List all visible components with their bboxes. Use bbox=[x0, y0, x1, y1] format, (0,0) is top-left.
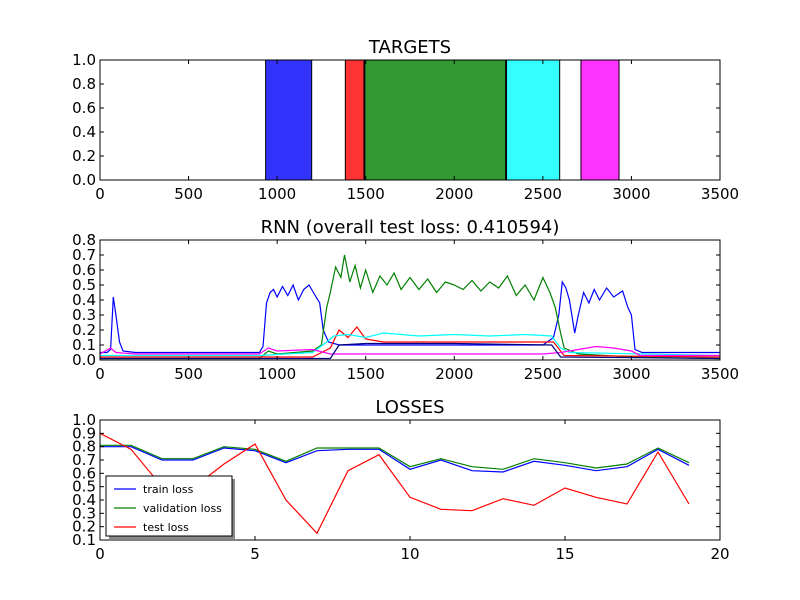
losses-ticks: 0 5 10 15 20 0.10.20.30.40.50.60.70.80.91.0 bbox=[72, 411, 729, 563]
rnn-xtick-label: 500 bbox=[174, 365, 203, 383]
targets-ticks: 0 500 1000 1500 2000 2500 3000 3500 0.0 0.2 0.4 0.6… bbox=[72, 51, 739, 203]
losses-xtick-label: 0 bbox=[95, 545, 105, 563]
legend-label: train loss bbox=[143, 483, 194, 496]
targets-ytick-label: 0.4 bbox=[72, 123, 96, 141]
rnn-xtick-label: 3500 bbox=[701, 365, 739, 383]
targets-title: TARGETS bbox=[368, 37, 451, 58]
rnn-ytick-label: 0.3 bbox=[72, 306, 96, 324]
rnn-ticks: 0 500 1000 1500 2000 2500 3000 3500 0.00.10.20.3… bbox=[72, 231, 739, 383]
losses-ytick-label: 0.4 bbox=[72, 491, 96, 509]
rnn-xtick-label: 3000 bbox=[612, 365, 650, 383]
targets-bar-1 bbox=[344, 60, 365, 180]
losses-title: LOSSES bbox=[375, 397, 444, 418]
targets-bar-0 bbox=[265, 60, 313, 180]
targets-ytick-label: 1.0 bbox=[72, 51, 96, 69]
rnn-series-1-line bbox=[100, 254, 720, 360]
targets-xtick-label: 3000 bbox=[612, 185, 650, 203]
targets-bars bbox=[265, 60, 620, 180]
rnn-ytick-label: 0.5 bbox=[72, 276, 96, 294]
losses-ytick-label: 0.5 bbox=[72, 478, 96, 496]
rnn-ytick-label: 0.7 bbox=[72, 246, 96, 264]
targets-axes-frame bbox=[99, 59, 721, 181]
targets-xtick-label: 3500 bbox=[701, 185, 739, 203]
rnn-ytick-label: 0.4 bbox=[72, 291, 96, 309]
targets-xtick-label: 1000 bbox=[258, 185, 296, 203]
losses-ytick-label: 0.7 bbox=[72, 451, 96, 469]
targets-xtick-label: 2500 bbox=[524, 185, 562, 203]
targets-xtick-label: 0 bbox=[95, 185, 105, 203]
rnn-ytick-label: 0.8 bbox=[72, 231, 96, 249]
rnn-xtick-label: 1500 bbox=[347, 365, 385, 383]
losses-legend: train loss validation loss test loss bbox=[105, 475, 235, 539]
losses-series-train-loss-line bbox=[100, 446, 690, 473]
rnn-series-5-line bbox=[100, 342, 720, 360]
targets-xtick-label: 2000 bbox=[435, 185, 473, 203]
losses-ytick-label: 1.0 bbox=[72, 411, 96, 429]
rnn-ytick-label: 0.0 bbox=[72, 351, 96, 369]
losses-xtick-label: 5 bbox=[250, 545, 260, 563]
rnn-series-4-line bbox=[100, 345, 720, 357]
rnn-title: RNN (overall test loss: 0.410594) bbox=[261, 217, 560, 238]
losses-xtick-label: 10 bbox=[400, 545, 419, 563]
rnn-ytick-label: 0.1 bbox=[72, 336, 96, 354]
losses-ytick-label: 0.1 bbox=[72, 531, 96, 549]
targets-ytick-label: 0.2 bbox=[72, 147, 96, 165]
rnn-xtick-label: 0 bbox=[95, 365, 105, 383]
targets-ytick-label: 0.6 bbox=[72, 99, 96, 117]
losses-ytick-label: 0.8 bbox=[72, 438, 96, 456]
targets-xtick-label: 500 bbox=[174, 185, 203, 203]
rnn-ytick-label: 0.6 bbox=[72, 261, 96, 279]
targets-bar-3 bbox=[506, 60, 561, 180]
rnn-series-0-line bbox=[100, 280, 720, 354]
rnn-xtick-label: 2500 bbox=[524, 365, 562, 383]
legend-box bbox=[105, 475, 233, 537]
targets-ytick-label: 0.8 bbox=[72, 75, 96, 93]
losses-ytick-label: 0.3 bbox=[72, 504, 96, 522]
losses-panel: LOSSES 0 5 10 15 20 0.10.20.30.40.50.60.70.80… bbox=[72, 397, 729, 563]
rnn-xtick-label: 2000 bbox=[435, 365, 473, 383]
targets-bar-2 bbox=[364, 60, 507, 180]
targets-bar-4 bbox=[580, 60, 620, 180]
losses-ytick-label: 0.2 bbox=[72, 518, 96, 536]
rnn-lines bbox=[100, 254, 720, 360]
losses-xtick-label: 20 bbox=[710, 545, 729, 563]
targets-panel: TARGETS 0 500 1000 1500 2000 2500 3000 35000.00… bbox=[72, 37, 739, 203]
legend-label: test loss bbox=[143, 521, 189, 534]
losses-xtick-label: 15 bbox=[555, 545, 574, 563]
losses-ytick-label: 0.6 bbox=[72, 464, 96, 482]
rnn-panel: RNN (overall test loss: 0.410594) 0 500 10… bbox=[72, 217, 739, 383]
legend-label: validation loss bbox=[143, 502, 222, 515]
losses-series-validation-loss-line bbox=[100, 444, 690, 470]
targets-xtick-label: 1500 bbox=[347, 185, 385, 203]
targets-ytick-label: 0.0 bbox=[72, 171, 96, 189]
losses-ytick-label: 0.9 bbox=[72, 424, 96, 442]
rnn-series-2-line bbox=[100, 326, 720, 358]
rnn-ytick-label: 0.2 bbox=[72, 321, 96, 339]
rnn-series-3-line bbox=[100, 332, 720, 357]
rnn-xtick-label: 1000 bbox=[258, 365, 296, 383]
